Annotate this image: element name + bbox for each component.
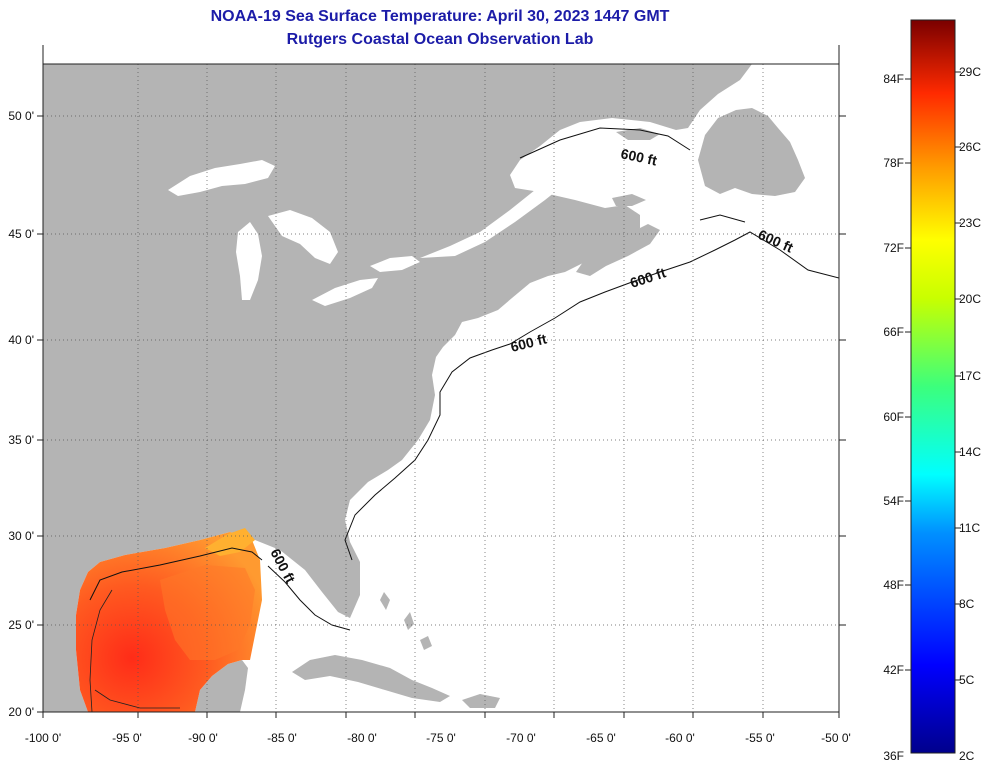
land-cuba — [292, 655, 450, 702]
colorbar-f-label: 54F — [883, 494, 904, 508]
graticule — [43, 64, 839, 712]
colorbar-f-label: 60F — [883, 410, 904, 424]
gulf-yellow-edge — [205, 528, 255, 556]
colorbar-c-label: 26C — [959, 140, 981, 154]
colorbar-c-label: 11C — [959, 521, 980, 535]
colorbar-f-label: 78F — [883, 156, 904, 170]
lon-label: -85 0' — [267, 731, 297, 745]
lat-label: 40 0' — [8, 333, 34, 347]
lake-huron — [268, 210, 338, 264]
lat-label: 25 0' — [8, 618, 34, 632]
frame-ticks — [37, 45, 846, 718]
colorbar-f-label: 84F — [883, 72, 904, 86]
land-yucatan — [195, 660, 248, 712]
color-bar: 84F 78F 72F 66F 60F 54F 48F 42F 36F 29C … — [883, 19, 981, 763]
latitude-labels: 50 0' 45 0' 40 0' 35 0' 30 0' 25 0' 20 0… — [8, 109, 34, 719]
colorbar-c-label: 5C — [959, 673, 975, 687]
gulf-sst-east — [160, 565, 255, 660]
st-lawrence — [420, 150, 612, 258]
isobath-600ft — [89, 127, 839, 631]
lon-label: -50 0' — [821, 731, 851, 745]
colorbar-c-label: 17C — [959, 369, 981, 383]
colorbar-f-label: 48F — [883, 578, 904, 592]
lon-label: -55 0' — [745, 731, 775, 745]
land-bahamas — [380, 592, 432, 650]
map-subtitle: Rutgers Coastal Ocean Observation Lab — [286, 31, 594, 48]
land-hispaniola — [462, 694, 500, 708]
lake-ontario — [370, 256, 420, 272]
land-newfoundland — [698, 108, 805, 196]
longitude-labels: -100 0' -95 0' -90 0' -85 0' -80 0' -75 … — [25, 731, 851, 745]
colorbar-c-label: 23C — [959, 216, 981, 230]
colorbar-f-label: 36F — [883, 749, 904, 763]
land-nova-scotia — [576, 224, 660, 276]
lon-label: -70 0' — [506, 731, 536, 745]
colorbar-f-label: 72F — [883, 241, 904, 255]
lat-label: 30 0' — [8, 529, 34, 543]
colorbar-c-label: 8C — [959, 597, 975, 611]
land-pei — [612, 194, 646, 206]
lat-label: 20 0' — [8, 705, 34, 719]
colorbar-c-label: 29C — [959, 65, 981, 79]
lat-label: 45 0' — [8, 227, 34, 241]
land-north-america — [43, 64, 752, 712]
lake-superior — [168, 160, 275, 196]
lon-label: -100 0' — [25, 731, 61, 745]
colorbar-c-label: 14C — [959, 445, 981, 459]
lat-label: 50 0' — [8, 109, 34, 123]
gulf-shelf-edge — [89, 589, 180, 712]
lon-label: -60 0' — [665, 731, 695, 745]
colorbar-f-label: 66F — [883, 325, 904, 339]
lon-label: -90 0' — [188, 731, 218, 745]
lake-erie — [312, 278, 378, 306]
lon-label: -95 0' — [112, 731, 142, 745]
colorbar-c-label: 2C — [959, 749, 975, 763]
land-anticosti — [616, 128, 660, 140]
lon-label: -75 0' — [426, 731, 456, 745]
lat-label: 35 0' — [8, 433, 34, 447]
colorbar-c-label: 20C — [959, 292, 981, 306]
lon-label: -80 0' — [347, 731, 377, 745]
lon-label: -65 0' — [586, 731, 616, 745]
colorbar-f-label: 42F — [883, 663, 904, 677]
isobath-label-gulf-st-lawrence: 600 ft — [619, 145, 658, 168]
lake-michigan — [236, 222, 262, 300]
map-title: NOAA-19 Sea Surface Temperature: April 3… — [210, 8, 670, 25]
